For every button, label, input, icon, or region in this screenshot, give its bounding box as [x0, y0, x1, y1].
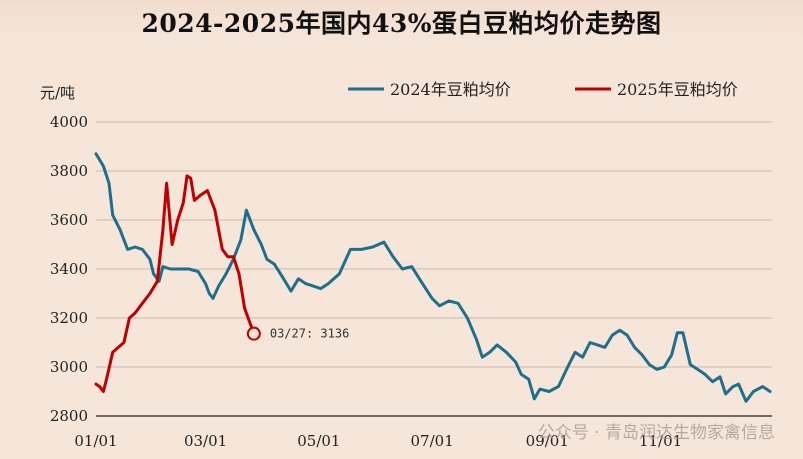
x-tick-label-07-01: 07/01 [411, 432, 454, 450]
series-line-2024 [94, 152, 772, 403]
annotation-label: 03/27: 3136 [270, 327, 349, 341]
watermark-text: 公众号 · 青岛润达生物家禽信息 [538, 423, 775, 443]
title-band [0, 0, 803, 46]
series-lines [94, 152, 772, 403]
y-tick-label-4000: 4000 [50, 113, 88, 131]
chart-title: 2024-2025年国内43%蛋白豆粕均价走势图 [141, 9, 662, 38]
y-axis-unit-label: 元/吨 [40, 84, 75, 102]
y-tick-label-3800: 3800 [50, 162, 88, 180]
y-tick-label-3600: 3600 [50, 211, 88, 229]
legend-label-2025: 2025年豆粕均价 [617, 80, 738, 99]
series-line-2025 [94, 174, 256, 393]
x-tick-label-09-01: 09/01 [526, 432, 569, 450]
annotation-group: 03/27: 3136 [246, 326, 349, 341]
x-tick-label-03-01: 03/01 [184, 432, 227, 450]
x-tick-label-05-01: 05/01 [297, 432, 340, 450]
legend-label-2024: 2024年豆粕均价 [390, 80, 511, 99]
y-tick-label-3400: 3400 [50, 260, 88, 278]
y-tick-label-3000: 3000 [50, 358, 88, 376]
x-axis: 01/01 03/01 05/01 07/01 09/01 11/01 [74, 415, 772, 450]
x-tick-label-11-01: 11/01 [639, 432, 682, 450]
x-tick-label-01-01: 01/01 [74, 432, 117, 450]
grid [96, 121, 772, 417]
y-tick-label-3200: 3200 [50, 309, 88, 327]
watermark-group: 公众号 · 青岛润达生物家禽信息 [538, 423, 775, 443]
legend: 2024年豆粕均价 2025年豆粕均价 [348, 80, 738, 99]
y-tick-label-2800: 2800 [50, 407, 88, 425]
annotation-marker [246, 326, 261, 341]
y-axis: 2800 3000 3200 3400 3600 3800 4000 [50, 113, 88, 425]
